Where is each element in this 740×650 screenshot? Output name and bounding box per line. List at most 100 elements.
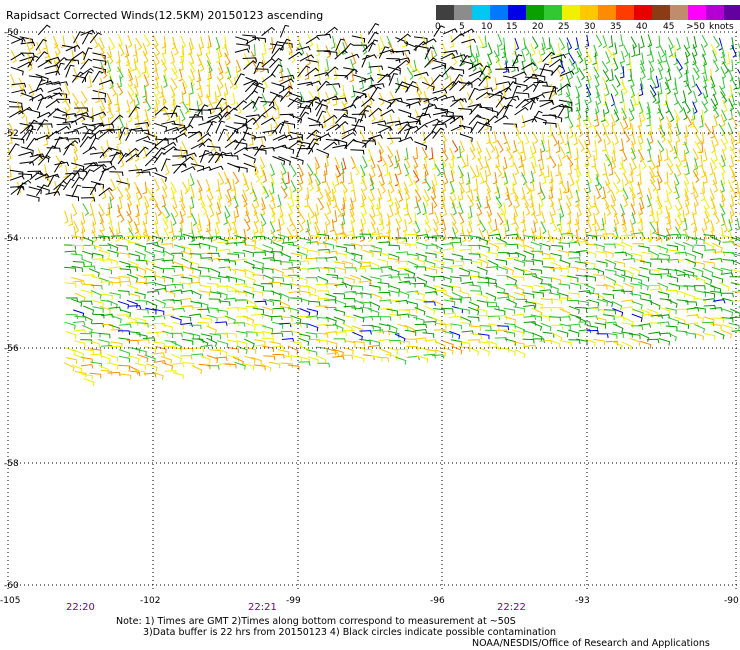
wind-barb: [153, 221, 159, 234]
wind-barb: [601, 109, 606, 123]
wind-barb: [110, 178, 117, 192]
wind-barb: [268, 123, 273, 137]
wind-barb: [369, 83, 385, 88]
wind-barb: [369, 301, 380, 311]
wind-barb: [443, 299, 456, 306]
wind-barb: [136, 146, 149, 158]
wind-barb: [243, 60, 257, 70]
note-line-2: 3)Data buffer is 22 hrs from 20150123 4)…: [143, 627, 557, 638]
wind-barb: [127, 83, 135, 97]
wind-barb: [305, 36, 320, 45]
wind-barb: [118, 364, 131, 370]
wind-barb: [647, 34, 653, 48]
wind-barb: [26, 108, 41, 117]
wind-barb: [207, 67, 212, 80]
wind-barb: [514, 50, 519, 64]
wind-barb: [649, 178, 657, 192]
lon-label: -90: [724, 596, 739, 606]
wind-barb: [344, 340, 356, 347]
wind-barb: [731, 236, 740, 242]
wind-barb: [532, 211, 539, 225]
wind-barb: [343, 92, 348, 106]
wind-barb: [188, 243, 201, 249]
wind-barb: [227, 162, 241, 172]
wind-barb: [178, 219, 183, 233]
wind-barb: [469, 139, 476, 153]
wind-barb: [545, 165, 550, 178]
wind-barb: [608, 35, 614, 48]
wind-barb: [171, 93, 176, 106]
wind-barb: [334, 233, 347, 238]
wind-barb: [720, 45, 726, 59]
wind-barb: [163, 112, 178, 118]
wind-barb: [245, 210, 251, 224]
wind-barb: [677, 258, 690, 264]
wind-barb: [622, 187, 629, 201]
wind-barb: [298, 333, 311, 341]
wind-barb: [88, 268, 100, 277]
wind-barb: [612, 331, 624, 338]
wind-barb: [566, 202, 572, 216]
wind-barb: [667, 217, 672, 231]
wind-barb: [171, 260, 183, 269]
wind-barb: [359, 301, 372, 308]
lat-label: -52: [4, 129, 19, 139]
wind-barb: [692, 202, 697, 216]
wind-barb: [666, 68, 672, 82]
wind-barb: [180, 276, 193, 283]
wind-barb: [226, 284, 238, 294]
wind-barb: [495, 315, 508, 320]
wind-barb: [53, 180, 67, 191]
wind-barb: [486, 163, 492, 177]
wind-barb: [143, 275, 157, 281]
wind-barb: [512, 71, 527, 78]
wind-barb: [163, 108, 171, 122]
wind-barb: [709, 235, 721, 246]
wind-barb: [223, 212, 228, 226]
wind-barb: [136, 171, 151, 176]
wind-barb: [369, 130, 377, 143]
wind-barb: [322, 229, 328, 243]
wind-barb: [575, 92, 580, 105]
wind-barb: [594, 173, 600, 187]
wind-barb: [483, 75, 489, 89]
wind-barb: [180, 197, 186, 211]
wind-barb: [377, 282, 390, 288]
wind-barb: [684, 61, 689, 75]
wind-barb: [28, 186, 42, 195]
wind-barb: [80, 29, 96, 36]
wind-barb: [449, 315, 462, 321]
wind-barb: [663, 148, 669, 161]
wind-barb: [179, 58, 184, 71]
wind-barb: [520, 229, 525, 242]
wind-barb: [506, 256, 520, 262]
wind-barb: [637, 281, 649, 291]
wind-barb: [306, 80, 322, 86]
wind-barb: [47, 87, 63, 93]
wind-barb: [558, 99, 573, 107]
wind-barb: [388, 244, 401, 250]
wind-barb: [442, 330, 454, 338]
wind-barb: [449, 80, 463, 91]
wind-barb: [441, 42, 447, 56]
wind-barb: [36, 97, 47, 110]
wind-barb: [225, 107, 231, 121]
wind-barb: [117, 209, 125, 223]
wind-barb: [648, 131, 654, 144]
wind-barb: [209, 267, 221, 277]
wind-barb: [578, 139, 585, 152]
wind-barb: [249, 181, 254, 195]
wind-barb: [654, 210, 660, 224]
wind-barb: [575, 194, 580, 207]
wind-barb: [478, 75, 491, 87]
wind-barb: [171, 265, 184, 271]
wind-barb: [395, 49, 411, 55]
wind-barb: [658, 338, 671, 346]
wind-barb: [585, 234, 598, 241]
wind-barb: [675, 330, 688, 336]
wind-barb: [91, 252, 104, 260]
wind-barb: [540, 42, 546, 56]
wind-barb: [299, 308, 311, 317]
wind-barb: [422, 195, 429, 208]
wind-barb: [378, 98, 392, 107]
